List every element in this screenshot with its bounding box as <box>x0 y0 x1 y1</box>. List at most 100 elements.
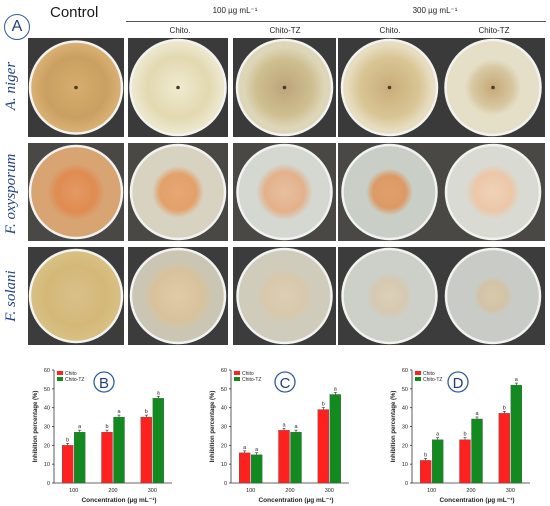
panel-letter: B <box>99 375 109 392</box>
x-axis-label: Concentration (µg mL⁻¹) <box>258 497 333 504</box>
bar <box>471 418 483 484</box>
y-tick-label: 30 <box>402 425 408 431</box>
significance-letter: b <box>322 402 325 408</box>
row-label-f-solani: F. solani <box>3 270 19 322</box>
col-label-chitotz-100: Chito-TZ <box>269 26 301 35</box>
petri-dish-photo <box>128 143 228 241</box>
bar <box>510 384 522 484</box>
x-tick-label: 300 <box>506 488 515 494</box>
y-tick-label: 50 <box>402 387 408 393</box>
y-tick-label: 10 <box>402 462 408 468</box>
y-tick-label: 40 <box>402 406 408 412</box>
col-label-chito-300: Chito. <box>379 26 401 35</box>
bar <box>420 460 432 484</box>
bar <box>432 439 444 484</box>
legend-swatch <box>57 371 63 375</box>
y-axis-label: Inhibition percentage (%) <box>210 391 216 463</box>
significance-letter: b <box>503 405 506 411</box>
bar <box>101 432 113 484</box>
legend-label: Chito <box>65 371 77 377</box>
significance-letter: a <box>78 424 82 430</box>
legend-label: Chito-TZ <box>242 377 261 383</box>
x-axis-label: Concentration (µg mL⁻¹) <box>81 497 156 504</box>
control-label: Control <box>50 4 99 21</box>
legend-swatch <box>415 371 421 375</box>
row-label-f-oxysporum: F. oxysporum <box>3 153 19 235</box>
panel-letter: C <box>280 375 291 392</box>
x-tick-label: 200 <box>285 488 294 494</box>
significance-letter: b <box>424 452 427 458</box>
y-tick-label: 20 <box>44 443 50 449</box>
panel-letter: D <box>453 375 464 392</box>
bar <box>329 394 341 484</box>
significance-letter: b <box>66 437 69 443</box>
x-tick-label: 100 <box>427 488 436 494</box>
bar <box>140 416 152 484</box>
significance-letter: a <box>515 377 519 383</box>
bar <box>62 445 74 484</box>
y-tick-label: 0 <box>224 481 227 487</box>
petri-dish-photo <box>28 38 124 137</box>
y-tick-label: 0 <box>47 481 50 487</box>
significance-letter: a <box>334 386 338 392</box>
petri-dish-photo <box>338 143 441 241</box>
legend-swatch <box>234 371 240 375</box>
petri-dish-photo <box>233 38 336 137</box>
significance-letter: a <box>294 424 298 430</box>
petri-dish-photo <box>441 247 545 345</box>
significance-letter: a <box>475 411 479 417</box>
x-axis-label: Concentration (µg mL⁻¹) <box>439 497 514 504</box>
y-tick-label: 30 <box>44 425 50 431</box>
y-tick-label: 40 <box>221 406 227 412</box>
significance-letter: a <box>243 445 247 451</box>
bar <box>251 454 263 484</box>
petri-dish-photo <box>28 247 124 345</box>
legend-label: Chito <box>423 371 435 377</box>
y-tick-label: 50 <box>221 387 227 393</box>
x-tick-label: 200 <box>466 488 475 494</box>
y-tick-label: 0 <box>405 481 408 487</box>
significance-letter: a <box>255 447 259 453</box>
significance-letter: a <box>282 422 286 428</box>
y-tick-label: 30 <box>221 425 227 431</box>
y-tick-label: 60 <box>44 368 50 374</box>
x-tick-label: 200 <box>108 488 117 494</box>
legend-swatch <box>415 377 421 381</box>
significance-letter: a <box>436 432 440 438</box>
legend-label: Chito-TZ <box>423 377 442 383</box>
y-tick-label: 20 <box>402 443 408 449</box>
petri-dish-photo <box>441 38 545 137</box>
bar <box>74 432 86 484</box>
y-axis-label: Inhibition percentage (%) <box>33 391 39 463</box>
x-tick-label: 100 <box>69 488 78 494</box>
bar <box>113 416 125 484</box>
petri-dish-photo <box>338 38 441 137</box>
significance-letter: b <box>145 409 148 415</box>
bar <box>152 398 164 484</box>
significance-letter: a <box>157 390 161 396</box>
y-axis-label: Inhibition percentage (%) <box>391 391 397 463</box>
legend-swatch <box>57 377 63 381</box>
bar <box>278 430 290 484</box>
conc-300-label: 300 µg mL⁻¹ <box>412 6 458 15</box>
bar <box>317 409 329 484</box>
y-tick-label: 20 <box>221 443 227 449</box>
legend-label: Chito <box>242 371 254 377</box>
y-tick-label: 60 <box>221 368 227 374</box>
row-label-a-niger: A. niger <box>3 61 19 111</box>
bar <box>459 439 471 484</box>
significance-letter: a <box>117 409 121 415</box>
petri-dish-photo <box>338 247 441 345</box>
panel-letter-circle <box>447 371 469 393</box>
y-tick-label: 50 <box>44 387 50 393</box>
petri-dish-photo <box>28 143 124 241</box>
petri-dish-photo <box>233 143 336 241</box>
bar-charts: 0 10 20 30 40 50 60 Inhibition percentage (%) Co… <box>33 368 530 504</box>
x-tick-label: 100 <box>246 488 255 494</box>
x-tick-label: 300 <box>325 488 334 494</box>
conc-100-label: 100 µg mL⁻¹ <box>212 6 258 15</box>
petri-dish-photo <box>128 38 228 137</box>
petri-dish-photo <box>441 143 545 241</box>
legend-label: Chito-TZ <box>65 377 84 383</box>
significance-letter: b <box>463 432 466 438</box>
